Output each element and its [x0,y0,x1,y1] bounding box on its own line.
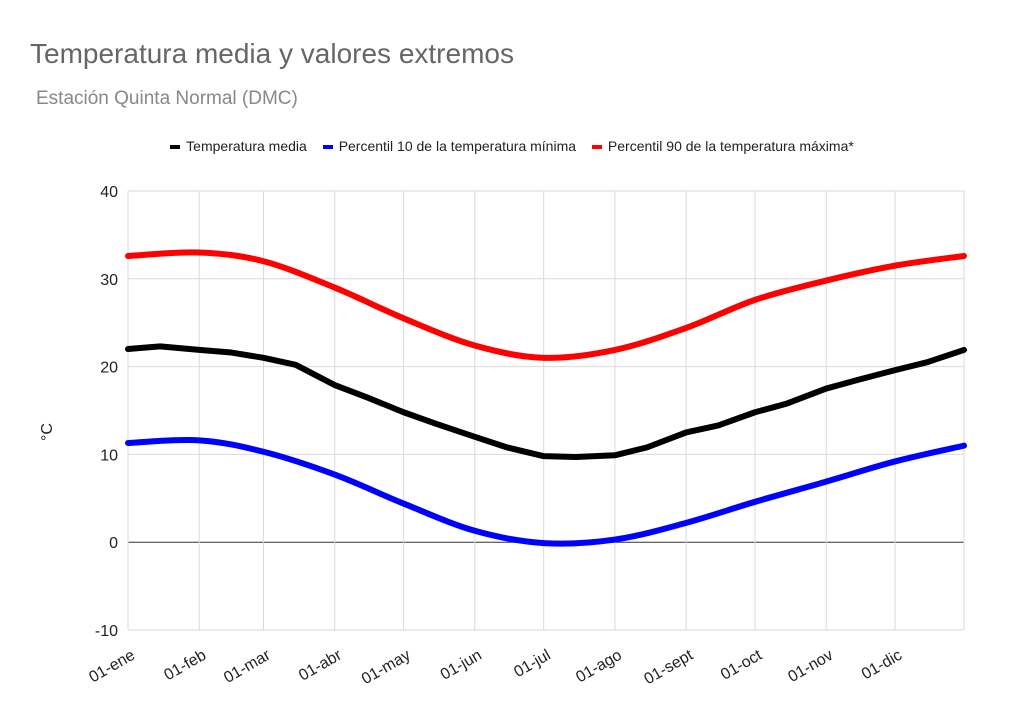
x-tick-label: 01-jun [438,647,485,684]
x-tick-label: 01-ene [86,647,138,687]
y-tick-label: 0 [109,535,118,552]
legend-item-p90: Percentil 90 de la temperatura máxima* [591,138,854,154]
x-tick-label: 01-may [359,647,414,688]
x-tick-label: 01-dic [859,647,905,684]
x-tick-label: 01-ago [573,647,625,687]
legend-label: Temperatura media [186,138,307,154]
x-tick-label: 01-mar [221,646,274,686]
x-tick-label: 01-jul [511,647,553,681]
legend-item-media: Temperatura media [170,138,307,154]
legend-swatch-media [170,145,181,150]
legend: Temperatura media Percentil 10 de la tem… [0,138,1024,154]
series-line-0 [125,343,967,461]
y-tick-label: 40 [100,184,118,201]
y-tick-label: 20 [100,360,118,377]
x-tick-label: 01-nov [785,647,836,686]
y-tick-label: 30 [100,272,118,289]
x-tick-label: 01-sept [641,646,696,688]
legend-label: Percentil 90 de la temperatura máxima* [607,138,854,154]
x-tick-label: 01-feb [161,647,209,684]
legend-swatch-p90 [591,145,602,150]
chart-subtitle: Estación Quinta Normal (DMC) [36,88,298,109]
y-tick-label: -10 [95,623,118,640]
y-axis-label: °C [39,423,56,441]
y-tick-label: 10 [100,447,118,464]
x-tick-label: 01-oct [718,646,765,683]
legend-label: Percentil 10 de la temperatura mínima [338,138,577,154]
chart-title: Temperatura media y valores extremos [30,38,514,69]
series-line-2 [125,249,967,361]
legend-swatch-p10 [322,145,333,150]
x-tick-label: 01-abr [296,646,345,684]
legend-item-p10: Percentil 10 de la temperatura mínima [322,138,577,154]
